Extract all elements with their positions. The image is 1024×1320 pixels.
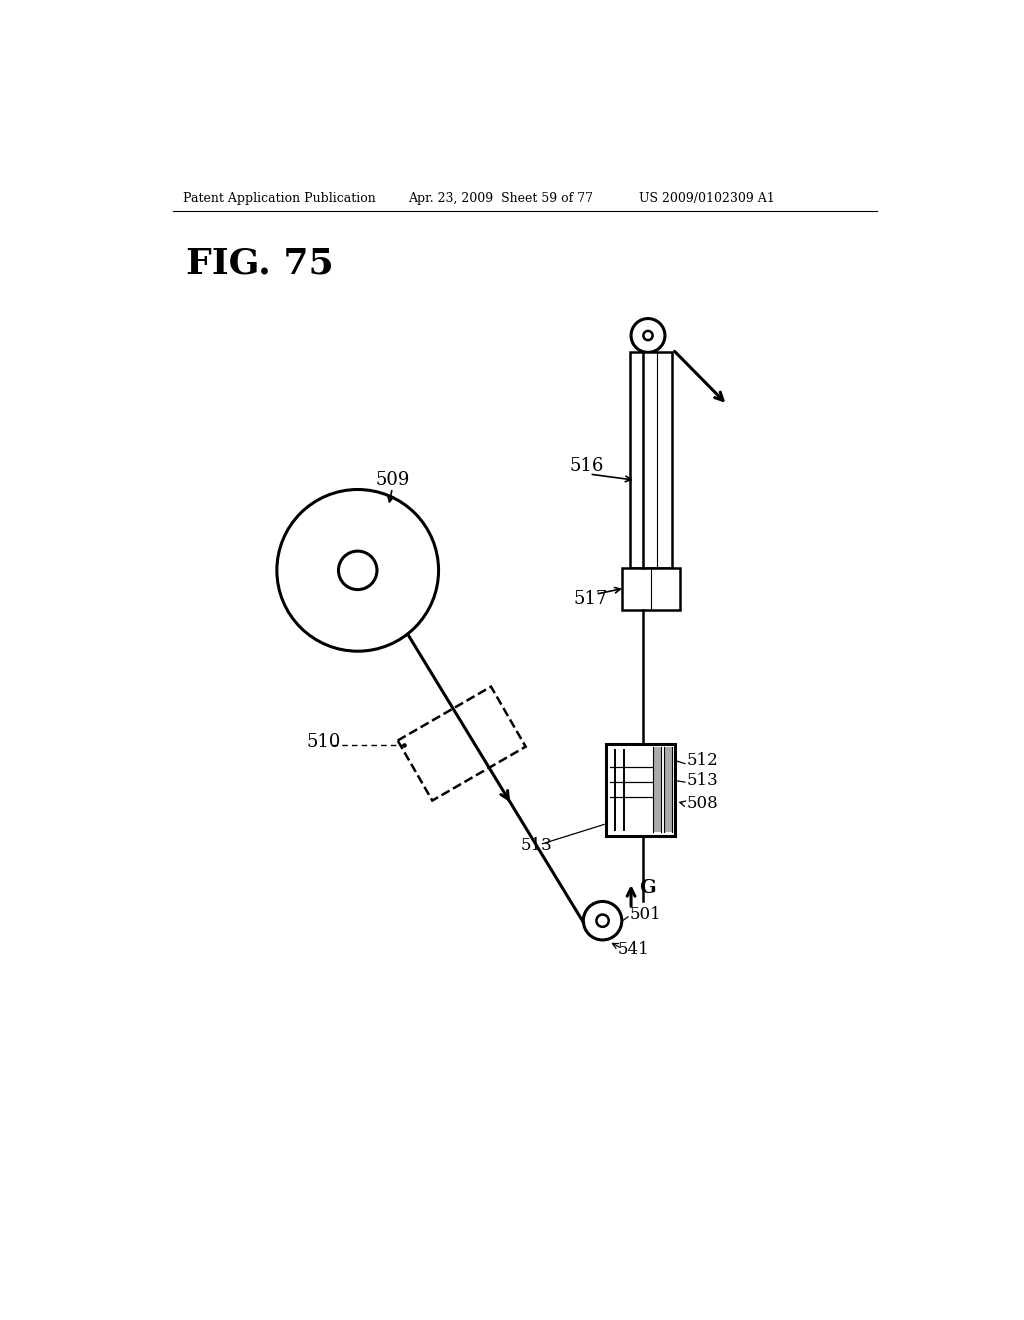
Text: 541: 541 [617,941,649,958]
Text: G: G [639,879,655,898]
Bar [397,686,525,800]
Text: Patent Application Publication: Patent Application Publication [183,191,376,205]
Text: 509: 509 [376,471,410,490]
Text: Apr. 23, 2009  Sheet 59 of 77: Apr. 23, 2009 Sheet 59 of 77 [408,191,593,205]
Text: 501: 501 [630,906,662,923]
Text: 512: 512 [686,752,718,770]
Text: 508: 508 [686,795,718,812]
Text: 517: 517 [573,590,607,607]
Bar [605,743,675,836]
Bar [622,568,680,610]
Bar [665,747,672,832]
Text: 513: 513 [521,837,553,854]
Text: 516: 516 [569,458,604,475]
Bar [630,352,672,568]
Text: 513: 513 [686,772,718,789]
Bar [653,747,662,832]
Text: 510: 510 [306,733,341,751]
Text: FIG. 75: FIG. 75 [186,247,334,281]
Text: US 2009/0102309 A1: US 2009/0102309 A1 [639,191,774,205]
